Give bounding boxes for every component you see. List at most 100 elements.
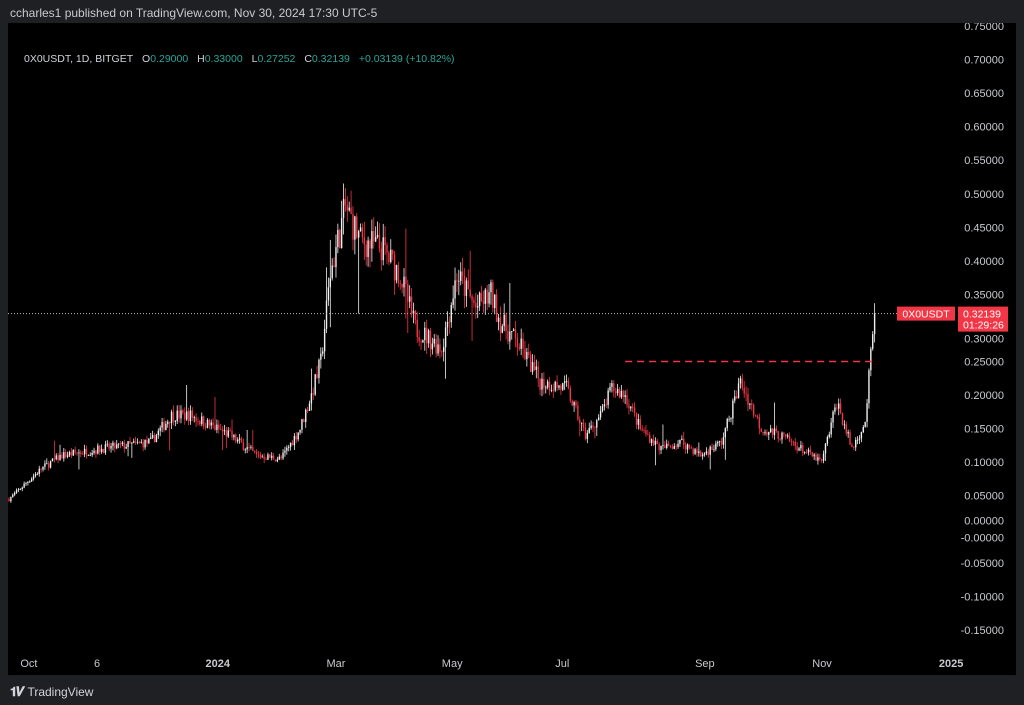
x-tick-label: Nov [812, 658, 832, 670]
candle-body [59, 454, 61, 461]
candle-body [671, 446, 674, 449]
candle-body [613, 383, 615, 392]
candle-body [195, 417, 197, 422]
candle-body [524, 348, 526, 360]
candle-body [182, 410, 184, 413]
candle-body [484, 289, 486, 304]
candle-body [579, 419, 581, 424]
candle-body [819, 457, 821, 460]
candle-body [637, 419, 640, 425]
candle-body [482, 300, 485, 304]
candle-body [201, 416, 203, 425]
candle-body [860, 431, 863, 439]
candle-body [280, 456, 282, 459]
candle-body [603, 404, 606, 407]
candle-body [153, 435, 156, 442]
tradingview-brand[interactable]: 𝟏𝑽 TradingView [10, 684, 93, 700]
chart-area[interactable]: 0.75000 0.70000 0.65000 0.60000 0.55000 0.500… [8, 23, 1016, 675]
candle-body [21, 487, 23, 489]
candle-body [694, 449, 696, 454]
candle-body [815, 454, 817, 461]
candle-body [577, 405, 579, 420]
candle-body [42, 466, 44, 470]
candle-body [792, 441, 795, 443]
y-tick-label: 0.60000 [964, 122, 1004, 134]
candle-body [609, 386, 611, 391]
candle-body [191, 410, 194, 418]
candle-body [813, 454, 815, 457]
candle-body [420, 341, 422, 343]
candle-body [427, 330, 430, 344]
candle-body [252, 446, 254, 451]
x-tick-label: Mar [327, 658, 346, 670]
candle-body [509, 331, 511, 342]
candle-body [632, 406, 634, 408]
candle-body [545, 387, 547, 389]
candle-body [395, 265, 398, 281]
candle-body [223, 430, 226, 432]
candle-body [308, 403, 311, 411]
candle-body [102, 448, 105, 453]
candle-body [851, 444, 853, 448]
candle-body [95, 450, 97, 454]
candle-body [29, 481, 31, 483]
candle-body [373, 231, 375, 242]
candle-body [119, 443, 122, 445]
candle-body [204, 426, 207, 428]
candlestick-chart[interactable]: 0.75000 0.70000 0.65000 0.60000 0.55000 0.500… [8, 23, 1016, 675]
candle-body [495, 294, 498, 322]
candle-body [730, 418, 732, 420]
candle-body [841, 412, 844, 425]
candle-body [537, 366, 539, 379]
candle-body [856, 439, 859, 441]
candle-body [221, 429, 224, 432]
candle-body [131, 442, 133, 444]
candle-body [350, 207, 352, 214]
candle-body [97, 445, 99, 454]
candle-body [548, 381, 551, 391]
candle-body [399, 283, 401, 285]
candle-body [788, 435, 791, 442]
candle-body [647, 434, 649, 436]
candle-body [711, 446, 713, 450]
candle-body [170, 411, 173, 424]
candle-body [868, 370, 870, 404]
price-tag-value: 0.32139 [963, 309, 1001, 321]
candle-body [652, 439, 655, 445]
candle-body [817, 457, 819, 461]
candle-body [596, 420, 598, 428]
candle-body [781, 432, 783, 440]
candle-body [125, 446, 127, 449]
candle-body [184, 412, 186, 420]
candle-body [378, 234, 381, 249]
y-tick-label: -0.00000 [961, 532, 1004, 544]
candle-body [371, 231, 373, 249]
candle-body [136, 441, 139, 443]
candle-body [138, 441, 141, 443]
candle-body [752, 405, 755, 416]
candle-body [522, 338, 524, 349]
candle-body [624, 395, 626, 397]
candle-body [323, 328, 326, 352]
x-tick-label: Oct [20, 658, 37, 670]
candle-body [263, 456, 265, 460]
candle-body [210, 422, 212, 426]
candle-body [365, 244, 367, 257]
candle-body [758, 417, 761, 429]
y-tick-label: 0.45000 [964, 222, 1004, 234]
y-tick-label: 0.40000 [964, 256, 1004, 268]
y-tick-label: -0.15000 [961, 625, 1004, 637]
candle-body [13, 492, 16, 495]
candle-body [150, 437, 152, 439]
candle-body [68, 452, 71, 456]
candle-body [44, 463, 46, 467]
symbol-label: 0X0USDT, 1D, BITGET [24, 53, 134, 65]
candle-body [639, 419, 641, 429]
candle-body [696, 449, 698, 454]
x-tick-label: 6 [94, 658, 100, 670]
candle-body [656, 440, 658, 445]
candle-body [212, 422, 214, 426]
candle-body [679, 439, 681, 444]
candle-body [741, 378, 744, 388]
candle-body [255, 451, 258, 454]
